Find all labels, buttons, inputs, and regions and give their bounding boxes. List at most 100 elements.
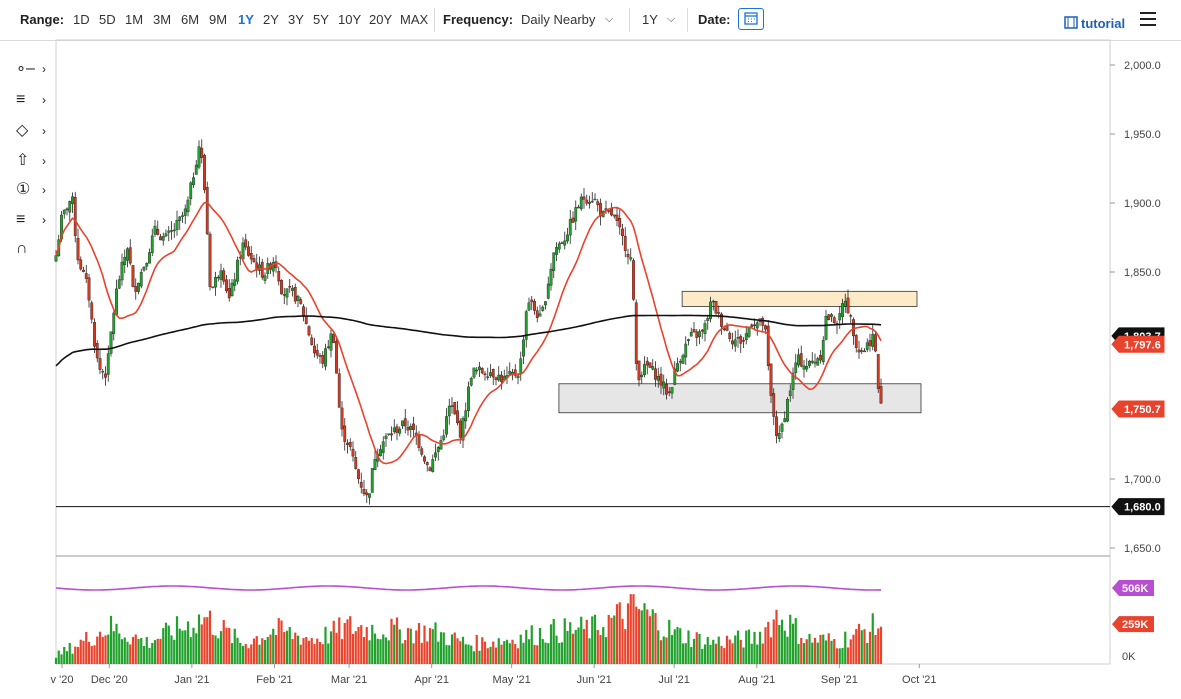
candle (535, 310, 539, 319)
pattern-tool-icon[interactable]: ≡ › (16, 211, 46, 228)
volume-bar (247, 648, 250, 664)
candle (634, 302, 638, 364)
candle (139, 271, 143, 287)
volume-bar (725, 635, 729, 664)
calendar-icon[interactable] (738, 8, 764, 30)
candle (208, 233, 212, 287)
candle (181, 215, 184, 217)
volume-bar (756, 644, 759, 664)
volume-bar (263, 640, 267, 664)
chevron-down-icon[interactable]: ⌵ (605, 13, 614, 25)
range-3y[interactable]: 3Y (288, 12, 304, 27)
volume-bar (629, 594, 632, 664)
candle (555, 247, 558, 255)
y-tick-label: 1,950.0 (1124, 129, 1161, 141)
range-5y[interactable]: 5Y (313, 12, 329, 27)
volume-bar (676, 626, 679, 664)
range-1y[interactable]: 1Y (238, 12, 254, 27)
volume-bar (580, 616, 583, 664)
arrow-tool-icon[interactable]: ⇧ › (16, 152, 46, 169)
volume-bar (453, 632, 456, 664)
range-max[interactable]: MAX (400, 12, 429, 27)
candle (722, 328, 726, 331)
candle (659, 373, 663, 386)
volume-bar (624, 629, 627, 664)
volume-bar (115, 623, 118, 664)
volume-bar (118, 633, 121, 664)
candle (73, 196, 77, 237)
range-3m[interactable]: 3M (153, 12, 172, 27)
volume-bar (431, 629, 434, 664)
volume-bar (786, 636, 789, 664)
shapes-tool-icon[interactable]: ◇ › (16, 122, 46, 139)
volume-bar (65, 651, 69, 664)
film-icon[interactable] (1064, 16, 1078, 29)
period-select[interactable]: 1Y (642, 12, 658, 27)
range-2y[interactable]: 2Y (263, 12, 279, 27)
magnet-tool-icon[interactable]: ∩ (16, 240, 28, 257)
volume-bar (206, 617, 209, 664)
line-price-tag: 1,680.0 (1124, 502, 1161, 514)
volume-bar (151, 642, 154, 664)
candle (467, 386, 470, 411)
candle (450, 405, 454, 407)
fibonacci-tool-icon[interactable]: ≡ › (16, 91, 46, 108)
candle (128, 247, 132, 264)
candle (772, 393, 776, 417)
volume-bar (742, 647, 745, 664)
candle (104, 373, 107, 378)
candle (494, 377, 498, 380)
range-5d[interactable]: 5D (99, 12, 116, 27)
range-1d[interactable]: 1D (73, 12, 90, 27)
candle (271, 262, 275, 272)
candle (379, 449, 382, 456)
candle (120, 261, 124, 281)
range-9m[interactable]: 9M (209, 12, 228, 27)
candle (698, 331, 701, 337)
candle (71, 196, 74, 204)
volume-bar (277, 618, 280, 664)
candle (621, 228, 624, 237)
candle (175, 219, 179, 230)
volume-bar (800, 637, 803, 664)
volume-bar (868, 631, 872, 664)
volume-bar (299, 644, 302, 664)
candle (640, 374, 644, 377)
volume-bar (547, 643, 550, 664)
candle (566, 234, 569, 242)
candle (456, 410, 459, 424)
range-1m[interactable]: 1M (125, 12, 144, 27)
volume-bar (346, 619, 349, 664)
volume-bar (85, 631, 88, 664)
x-tick-label: Oct '21 (902, 674, 937, 686)
volume-bar (395, 617, 399, 664)
volume-bar (398, 629, 401, 664)
menu-icon[interactable] (1140, 12, 1156, 26)
range-10y[interactable]: 10Y (338, 12, 362, 27)
chevron-down-icon[interactable]: ⌵ (667, 13, 676, 25)
candle (230, 282, 234, 297)
count-tool-icon[interactable]: ① › (16, 181, 46, 198)
crosshair-tool-icon[interactable]: ∘– › (16, 60, 46, 77)
zones (56, 290, 1110, 508)
candle (651, 366, 655, 370)
tutorial-link[interactable]: tutorial (1081, 16, 1126, 31)
volume-bar (747, 629, 751, 664)
candle (307, 326, 311, 336)
candle (665, 384, 668, 395)
volume-bar (692, 638, 696, 664)
volume-bar (255, 636, 258, 664)
volume-bar (382, 634, 385, 664)
volume-bar (145, 637, 148, 664)
candle (329, 333, 333, 351)
candle (423, 456, 426, 462)
volume-bar (789, 614, 792, 664)
volume-bar (123, 637, 126, 664)
range-20y[interactable]: 20Y (369, 12, 393, 27)
range-6m[interactable]: 6M (181, 12, 200, 27)
frequency-select[interactable]: Daily Nearby (521, 12, 596, 27)
candle (769, 363, 773, 396)
volume-bar (349, 616, 352, 664)
candle (615, 214, 619, 221)
